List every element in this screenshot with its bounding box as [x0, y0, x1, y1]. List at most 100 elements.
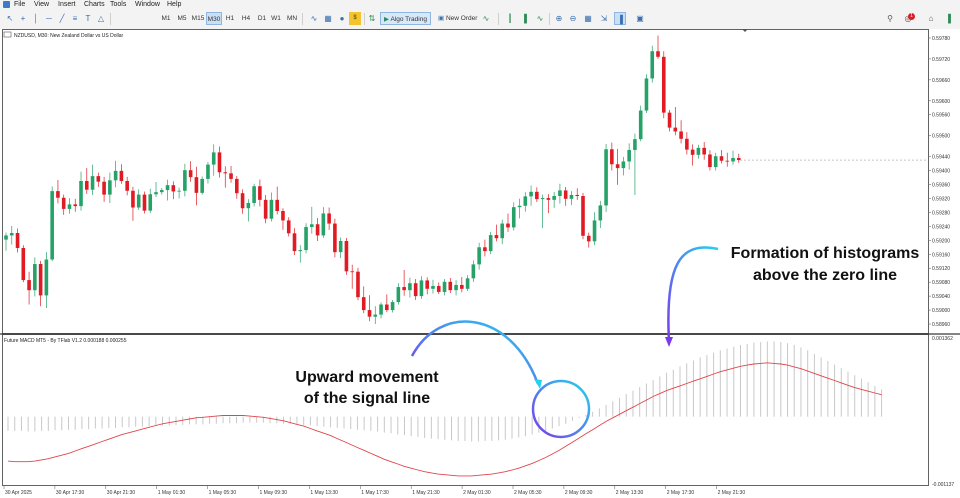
- candle: [442, 281, 447, 292]
- time-tick-label: 1 May 13:30: [310, 490, 338, 496]
- candle: [673, 127, 678, 132]
- annotation-formation: Formation of histograms above the zero l…: [665, 245, 919, 347]
- candle: [546, 198, 551, 200]
- candle: [425, 280, 430, 289]
- chart-shift-icon[interactable]: ▐: [614, 12, 626, 25]
- chart-window[interactable]: NZDUSD, M30: New Zealand Dollar vs US Do…: [0, 29, 960, 498]
- notifications-icon[interactable]: ◎: [902, 12, 914, 25]
- candle: [477, 247, 481, 265]
- candle: [275, 199, 279, 211]
- price-tick-label: 0.59120: [932, 266, 950, 272]
- candle: [338, 241, 343, 253]
- timeframe-d1[interactable]: D1: [257, 15, 267, 22]
- candle: [379, 304, 383, 315]
- time-tick-label: 2 May 17:30: [667, 490, 695, 496]
- candle: [356, 271, 360, 298]
- candle: [258, 186, 262, 200]
- candle: [696, 147, 701, 155]
- candle: [125, 181, 129, 191]
- depth-chart-icon[interactable]: ∿: [482, 14, 490, 23]
- new-order-icon: ▣: [438, 15, 445, 22]
- timeframe-mn[interactable]: MN: [286, 15, 298, 22]
- time-axis: 30 Apr 2025 30 Apr 17:30 30 Apr 21:30 1 May…: [3, 486, 745, 496]
- timeframe-m1[interactable]: M1: [161, 15, 171, 22]
- menu-window[interactable]: Window: [135, 1, 160, 8]
- timeframe-h4[interactable]: H4: [241, 15, 251, 22]
- candle: [194, 177, 199, 193]
- candle: [731, 157, 735, 162]
- candle: [396, 287, 401, 303]
- candle: [581, 196, 585, 236]
- menu-view[interactable]: View: [34, 1, 50, 8]
- shapes-icon[interactable]: △: [97, 14, 105, 23]
- candle: [431, 286, 435, 289]
- timeframe-m15[interactable]: M15: [191, 15, 205, 22]
- menu-charts[interactable]: Charts: [84, 1, 105, 8]
- line-chart-icon[interactable]: ∿: [536, 14, 544, 23]
- cursor-icon[interactable]: ↖: [6, 14, 14, 23]
- chart-shift-marker[interactable]: [742, 29, 748, 32]
- signal-strength-icon: ▐: [945, 14, 951, 23]
- price-tick-label: 0.59500: [932, 134, 950, 140]
- timeframe-h1[interactable]: H1: [225, 15, 235, 22]
- time-tick-label: 30 Apr 21:30: [107, 490, 136, 496]
- price-axis: 0.59780 0.59720 0.59660 0.59600 0.59560 0.595…: [929, 36, 950, 328]
- menu-file[interactable]: File: [14, 1, 26, 8]
- grid-icon[interactable]: ▦: [584, 14, 592, 23]
- timeframe-m5[interactable]: M5: [177, 15, 187, 22]
- signals-icon[interactable]: ●: [339, 14, 345, 23]
- price-tick-label: 0.59000: [932, 308, 950, 314]
- candle: [448, 281, 453, 291]
- candle: [315, 224, 320, 236]
- zoom-in-icon[interactable]: ⊕: [555, 14, 563, 23]
- indicators-icon[interactable]: ∿: [310, 14, 318, 23]
- candle: [419, 280, 424, 297]
- templates-icon[interactable]: ▦: [324, 14, 332, 23]
- text-icon[interactable]: T: [85, 14, 91, 23]
- candles-icon[interactable]: ▐: [521, 14, 527, 23]
- price-tick-label: 0.59600: [932, 99, 950, 105]
- candle: [604, 149, 608, 206]
- market-icon[interactable]: $: [349, 12, 361, 25]
- account-icon[interactable]: ⌂: [928, 14, 934, 23]
- menu-tools[interactable]: Tools: [110, 1, 127, 8]
- candle: [575, 194, 580, 196]
- candle: [719, 156, 724, 161]
- crosshair-icon[interactable]: +: [20, 14, 26, 23]
- autoscroll-icon[interactable]: ⇲: [600, 14, 608, 23]
- candle: [56, 191, 60, 198]
- timeframe-m30[interactable]: M30: [206, 12, 222, 25]
- trendline-icon[interactable]: ╱: [59, 14, 65, 23]
- price-tick-label: 0.59160: [932, 252, 950, 258]
- search-icon[interactable]: ⚲: [887, 14, 893, 23]
- candle: [333, 223, 337, 253]
- trade-icon[interactable]: ⇅: [368, 14, 376, 23]
- candle: [235, 178, 239, 194]
- price-tick-label: 0.59280: [932, 210, 950, 216]
- candle: [627, 149, 631, 162]
- candle: [9, 232, 14, 236]
- candle: [598, 205, 603, 221]
- candle: [171, 185, 176, 192]
- channel-icon[interactable]: ≡: [72, 14, 78, 23]
- horizontal-line-icon[interactable]: ─: [46, 14, 52, 23]
- bar-chart-icon[interactable]: ┃: [507, 14, 513, 23]
- timeframe-w1[interactable]: W1: [271, 15, 281, 22]
- indicator-frame: [2, 334, 929, 486]
- candle: [633, 139, 637, 150]
- algo-trading-button[interactable]: ▶ Algo Trading: [380, 12, 431, 25]
- annotation-arrow-curve-2: [667, 246, 719, 343]
- vertical-line-icon[interactable]: │: [33, 14, 39, 23]
- indicator-axis-top: 0.001362: [932, 336, 953, 342]
- menu-help[interactable]: Help: [167, 1, 182, 8]
- screenshot-icon[interactable]: ▣: [636, 14, 644, 23]
- new-order-button[interactable]: ▣ New Order: [435, 12, 480, 25]
- candle: [21, 247, 26, 281]
- zoom-out-icon[interactable]: ⊖: [569, 14, 577, 23]
- candle: [304, 227, 308, 251]
- candle: [517, 205, 522, 208]
- chart-canvas[interactable]: NZDUSD, M30: New Zealand Dollar vs US Do…: [0, 29, 960, 498]
- algo-trading-icon: ▶: [384, 16, 389, 23]
- candle: [621, 161, 626, 169]
- menu-insert[interactable]: Insert: [58, 1, 76, 8]
